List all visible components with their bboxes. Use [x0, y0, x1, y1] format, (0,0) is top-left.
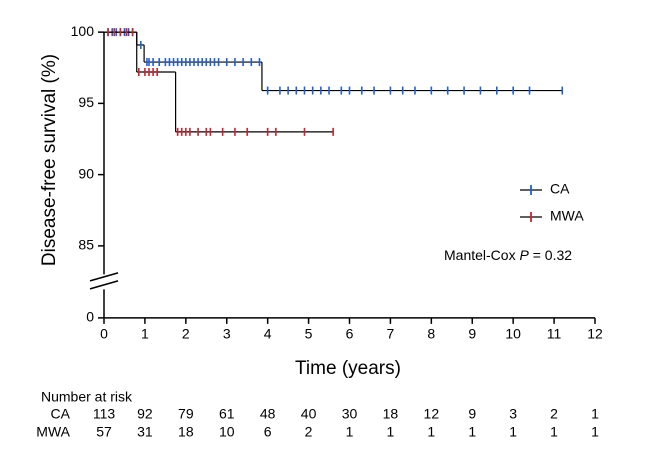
risk-count: 1 [427, 424, 435, 440]
risk-row-label: CA [51, 406, 71, 422]
x-tick-label: 8 [427, 326, 435, 342]
risk-count: 6 [264, 424, 272, 440]
x-tick-label: 2 [182, 326, 190, 342]
risk-count: 1 [346, 424, 354, 440]
risk-count: 113 [93, 406, 116, 422]
risk-count: 1 [387, 424, 395, 440]
x-tick-label: 0 [100, 326, 108, 342]
annotation-italic: P [519, 247, 529, 263]
risk-count: 1 [509, 424, 517, 440]
x-tick-label: 11 [547, 326, 562, 342]
x-axis-label: Time (years) [295, 358, 401, 379]
risk-count: 1 [591, 406, 599, 422]
risk-count: 40 [301, 406, 317, 422]
x-tick-label: 6 [346, 326, 354, 342]
risk-count: 31 [137, 424, 153, 440]
legend-label: CA [550, 181, 570, 197]
risk-count: 57 [96, 424, 112, 440]
annotation-prefix: Mantel-Cox [444, 247, 516, 263]
y-tick-label: 85 [78, 237, 94, 253]
risk-count: 9 [468, 406, 476, 422]
risk-count: 3 [509, 406, 517, 422]
x-tick-label: 5 [305, 326, 313, 342]
y-tick-label: 90 [78, 165, 94, 181]
x-tick-label: 7 [387, 326, 395, 342]
risk-row-label: MWA [36, 424, 70, 440]
axis-break [89, 280, 119, 290]
risk-count: 2 [305, 424, 313, 440]
risk-count: 18 [383, 406, 399, 422]
risk-title: Number at risk [41, 389, 133, 405]
x-tick-label: 10 [505, 326, 521, 342]
y-tick-label: 0 [86, 309, 94, 325]
risk-count: 10 [219, 424, 235, 440]
legend-label: MWA [550, 208, 584, 224]
risk-count: 79 [178, 406, 194, 422]
axis-break [89, 272, 119, 282]
risk-count: 61 [219, 406, 235, 422]
x-tick-label: 9 [468, 326, 476, 342]
risk-count: 1 [591, 424, 599, 440]
risk-count: 92 [137, 406, 153, 422]
x-tick-label: 3 [223, 326, 231, 342]
risk-count: 2 [550, 406, 558, 422]
y-tick-label: 100 [71, 23, 95, 39]
risk-count: 48 [260, 406, 276, 422]
x-tick-label: 12 [587, 326, 603, 342]
x-tick-label: 4 [264, 326, 272, 342]
x-tick-label: 1 [141, 326, 149, 342]
risk-count: 18 [178, 424, 194, 440]
annotation: Mantel-Cox P = 0.32 [444, 247, 572, 263]
risk-count: 30 [342, 406, 358, 422]
risk-count: 1 [468, 424, 476, 440]
y-axis-label: Disease-free survival (%) [39, 54, 60, 266]
risk-count: 12 [424, 406, 440, 422]
y-tick-label: 95 [78, 94, 94, 110]
risk-count: 1 [550, 424, 558, 440]
annotation-suffix: = 0.32 [533, 247, 573, 263]
